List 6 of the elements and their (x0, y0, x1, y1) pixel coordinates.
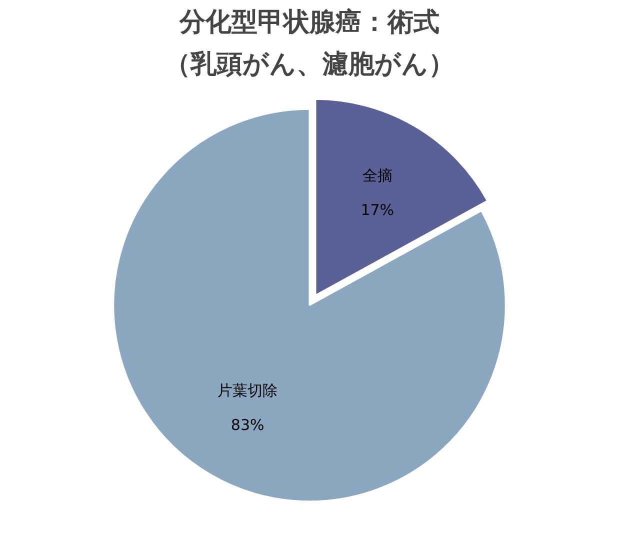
data-label: 83% (230, 416, 264, 434)
chart-subtitle: （乳頭がん、濾胞がん） (164, 50, 454, 80)
slice-label: 全摘 (362, 166, 392, 185)
data-label: 17% (360, 201, 394, 220)
chart-title: 分化型甲状腺癌：術式 (178, 8, 440, 38)
slice-label: 片葉切除 (218, 381, 278, 400)
